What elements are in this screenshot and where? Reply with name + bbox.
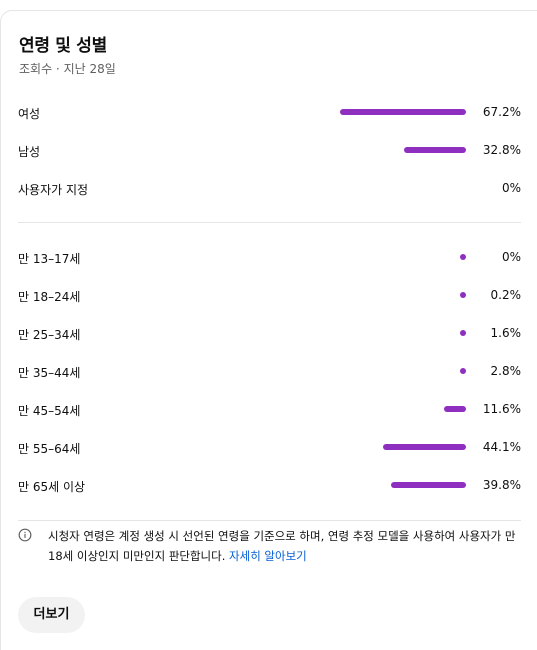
age-bar-track	[340, 292, 466, 298]
age-bar-track	[340, 482, 466, 488]
age-row: 만 55–64세 44.1%	[0, 438, 537, 458]
age-label: 만 55–64세	[18, 442, 81, 456]
gender-value: 32.8%	[482, 143, 521, 157]
age-row: 만 35–44세 2.8%	[0, 362, 537, 382]
age-bar-track	[340, 368, 466, 374]
gender-label: 여성	[18, 107, 41, 121]
age-value: 0.2%	[490, 288, 522, 302]
age-value: 11.6%	[482, 402, 521, 416]
gender-row: 사용자가 지정 0%	[0, 179, 537, 199]
age-value: 44.1%	[482, 440, 521, 454]
info-divider	[18, 520, 521, 521]
gender-bar	[340, 109, 466, 115]
age-bar	[460, 254, 466, 260]
age-value: 1.6%	[490, 326, 522, 340]
age-bar	[391, 482, 466, 488]
age-bar-track	[340, 330, 466, 336]
age-value: 39.8%	[482, 478, 521, 492]
age-row: 만 18–24세 0.2%	[0, 286, 537, 306]
gender-bar-track	[340, 147, 466, 153]
age-label: 만 35–44세	[18, 366, 81, 380]
gender-value: 67.2%	[482, 105, 521, 119]
gender-bar-track	[340, 109, 466, 115]
info-text: 시청자 연령은 계정 생성 시 선언된 연령을 기준으로 하며, 연령 추정 모…	[48, 526, 528, 566]
gender-row: 여성 67.2%	[0, 103, 537, 123]
age-label: 만 65세 이상	[18, 480, 86, 494]
age-row: 만 13–17세 0%	[0, 248, 537, 268]
age-bar	[383, 444, 466, 450]
gender-bar-track	[340, 185, 466, 191]
age-row: 만 65세 이상 39.8%	[0, 476, 537, 496]
gender-label: 남성	[18, 145, 41, 159]
age-bar	[460, 330, 466, 336]
age-gender-card: 연령 및 성별 조회수 · 지난 28일	[0, 10, 537, 650]
more-button[interactable]: 더보기	[18, 597, 85, 633]
gender-bar	[404, 147, 466, 153]
info-description: 시청자 연령은 계정 생성 시 선언된 연령을 기준으로 하며, 연령 추정 모…	[48, 529, 516, 563]
info-icon	[18, 527, 34, 543]
gender-label: 사용자가 지정	[18, 183, 89, 197]
section-divider	[18, 222, 521, 223]
age-bar-track	[340, 444, 466, 450]
age-bar-track	[340, 254, 466, 260]
age-bar	[460, 292, 466, 298]
card-title: 연령 및 성별	[19, 36, 107, 56]
age-row: 만 45–54세 11.6%	[0, 400, 537, 420]
age-label: 만 18–24세	[18, 290, 81, 304]
age-bar	[444, 406, 466, 412]
gender-value: 0%	[501, 181, 521, 195]
age-bar-track	[340, 406, 466, 412]
age-bar	[460, 368, 466, 374]
age-value: 0%	[501, 250, 521, 264]
age-value: 2.8%	[490, 364, 522, 378]
age-row: 만 25–34세 1.6%	[0, 324, 537, 344]
card-subtitle: 조회수 · 지난 28일	[19, 62, 116, 76]
gender-row: 남성 32.8%	[0, 141, 537, 161]
age-label: 만 45–54세	[18, 404, 81, 418]
age-label: 만 25–34세	[18, 328, 81, 342]
learn-more-link[interactable]: 자세히 알아보기	[229, 549, 307, 563]
age-label: 만 13–17세	[18, 252, 81, 266]
